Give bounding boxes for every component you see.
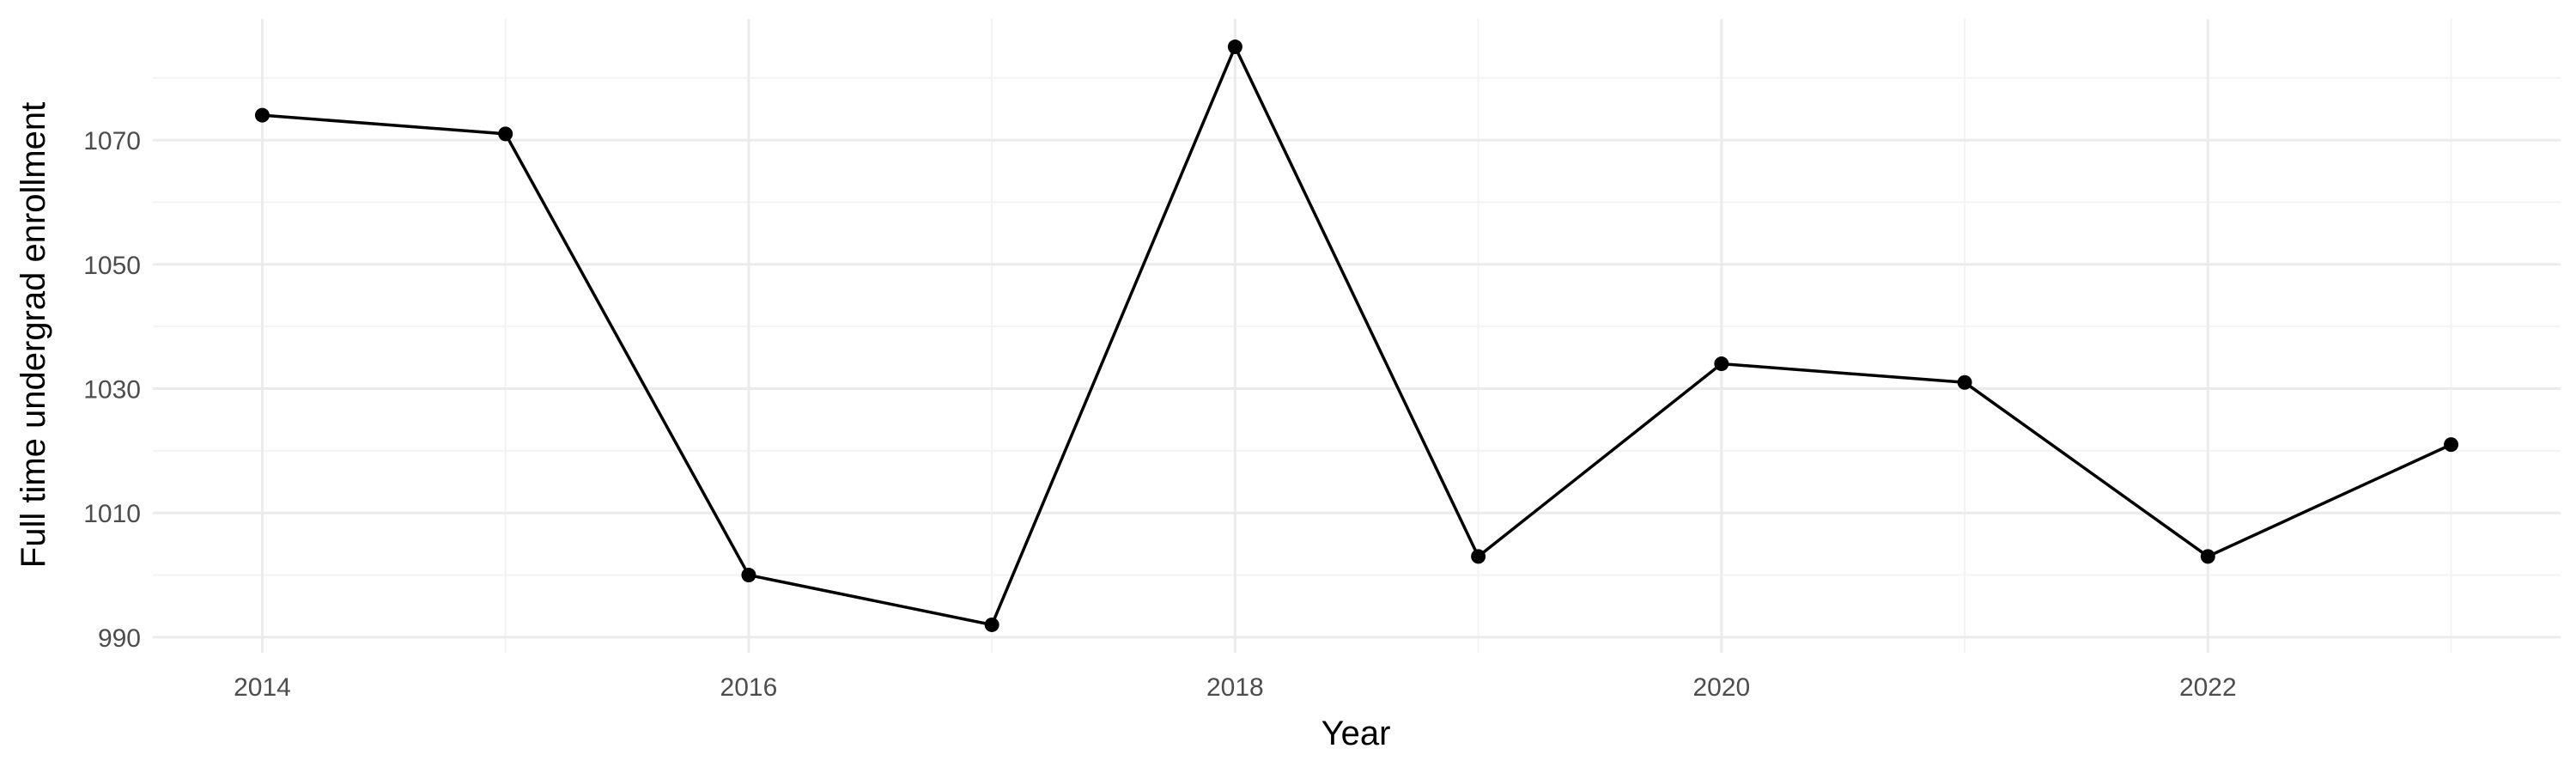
data-point [984, 617, 999, 632]
data-point [498, 126, 513, 142]
y-tick-label: 1010 [83, 500, 141, 528]
y-tick-label: 1030 [83, 376, 141, 405]
x-axis-title: Year [1321, 715, 1391, 752]
y-tick-label: 1070 [83, 127, 141, 155]
data-point [2444, 437, 2459, 453]
x-tick-label: 2016 [720, 673, 778, 702]
grid-lines [153, 19, 2561, 653]
y-tick-label: 990 [98, 624, 141, 653]
data-point [2200, 549, 2215, 564]
data-point [1471, 549, 1486, 564]
series-line [262, 43, 2452, 627]
data-point [741, 568, 756, 583]
data-point [1714, 356, 1729, 372]
y-axis-title: Full time undergrad enrollment [15, 102, 52, 568]
x-tick-label: 2020 [1692, 673, 1750, 702]
data-point [1227, 40, 1242, 55]
x-tick-label: 2022 [2179, 673, 2237, 702]
series-layer [254, 40, 2459, 632]
x-tick-label: 2018 [1206, 673, 1264, 702]
data-point [254, 107, 270, 123]
data-point [1957, 374, 1972, 390]
x-tick-label: 2014 [234, 673, 291, 702]
y-tick-label: 1050 [83, 252, 141, 280]
tick-labels: 990 1010 1030 1050 1070 2014 2016 2018 2020 2022 [83, 127, 2236, 702]
